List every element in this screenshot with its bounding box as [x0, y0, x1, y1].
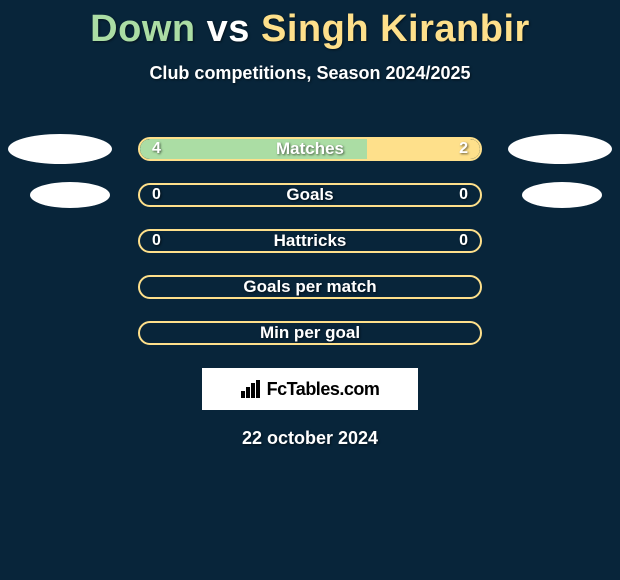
stat-row: 00Goals	[0, 172, 620, 218]
logo-text: FcTables.com	[267, 379, 380, 400]
stat-row: Min per goal	[0, 310, 620, 356]
stat-label: Goals per match	[140, 277, 480, 297]
stat-bar: 00Hattricks	[138, 229, 482, 253]
player-right-avatar	[508, 134, 612, 164]
subtitle: Club competitions, Season 2024/2025	[0, 63, 620, 84]
stat-row: 42Matches	[0, 126, 620, 172]
stat-label: Min per goal	[140, 323, 480, 343]
player-left-avatar	[8, 134, 112, 164]
stat-label: Matches	[140, 139, 480, 159]
stat-bar: 00Goals	[138, 183, 482, 207]
chart-bars-icon	[241, 380, 263, 398]
player-right-avatar	[522, 182, 602, 208]
player-left-avatar	[30, 182, 110, 208]
stat-bar: Goals per match	[138, 275, 482, 299]
stat-row: Goals per match	[0, 264, 620, 310]
stat-row: 00Hattricks	[0, 218, 620, 264]
stat-label: Hattricks	[140, 231, 480, 251]
date-text: 22 october 2024	[0, 428, 620, 449]
player-right-name: Singh Kiranbir	[261, 8, 530, 50]
vs-text: vs	[207, 8, 250, 50]
comparison-title: Down vs Singh Kiranbir	[0, 0, 620, 51]
stats-rows: 42Matches 00Goals 00Hattricks Goals per mat…	[0, 126, 620, 356]
stat-bar: Min per goal	[138, 321, 482, 345]
fctables-logo: FcTables.com	[202, 368, 418, 410]
logo-container: FcTables.com	[0, 368, 620, 410]
player-left-name: Down	[90, 8, 195, 50]
stat-label: Goals	[140, 185, 480, 205]
stat-bar: 42Matches	[138, 137, 482, 161]
